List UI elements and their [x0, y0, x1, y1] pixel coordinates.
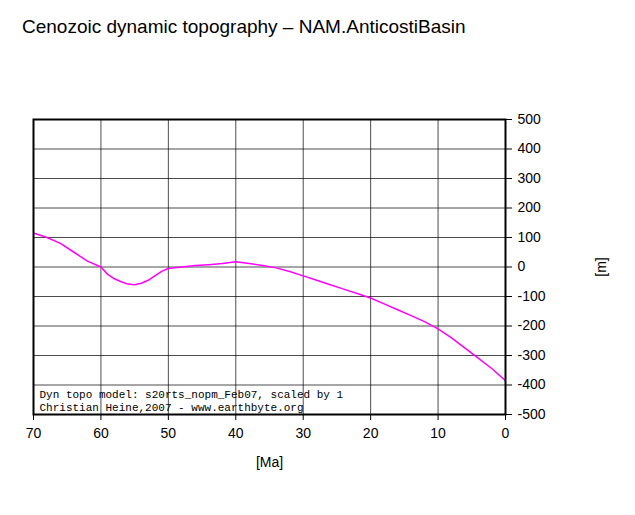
svg-text:-500: -500	[518, 406, 546, 422]
svg-text:300: 300	[518, 170, 542, 186]
svg-text:-100: -100	[518, 288, 546, 304]
svg-text:-300: -300	[518, 347, 546, 363]
svg-text:Christian Heine,2007 - www.ear: Christian Heine,2007 - www.earthbyte.org	[40, 402, 304, 414]
svg-text:100: 100	[518, 229, 542, 245]
svg-text:10: 10	[430, 425, 446, 441]
svg-text:70: 70	[26, 425, 42, 441]
svg-text:200: 200	[518, 199, 542, 215]
svg-text:Dyn topo model: s20rts_nopm_Fe: Dyn topo model: s20rts_nopm_Feb07, scale…	[40, 389, 344, 401]
svg-text:30: 30	[295, 425, 311, 441]
svg-text:20: 20	[363, 425, 379, 441]
svg-text:50: 50	[161, 425, 177, 441]
svg-text:0: 0	[502, 425, 510, 441]
svg-text:60: 60	[93, 425, 109, 441]
svg-text:-400: -400	[518, 376, 546, 392]
svg-text:400: 400	[518, 140, 542, 156]
svg-text:-200: -200	[518, 317, 546, 333]
svg-text:[m]: [m]	[593, 257, 609, 276]
svg-text:0: 0	[518, 258, 526, 274]
html-text:Cenozoic dynamic topography –: Cenozoic dynamic topography – NAM.Antico…	[22, 16, 466, 37]
svg-text:40: 40	[228, 425, 244, 441]
svg-text:500: 500	[518, 111, 542, 127]
svg-text:[Ma]: [Ma]	[256, 454, 283, 470]
